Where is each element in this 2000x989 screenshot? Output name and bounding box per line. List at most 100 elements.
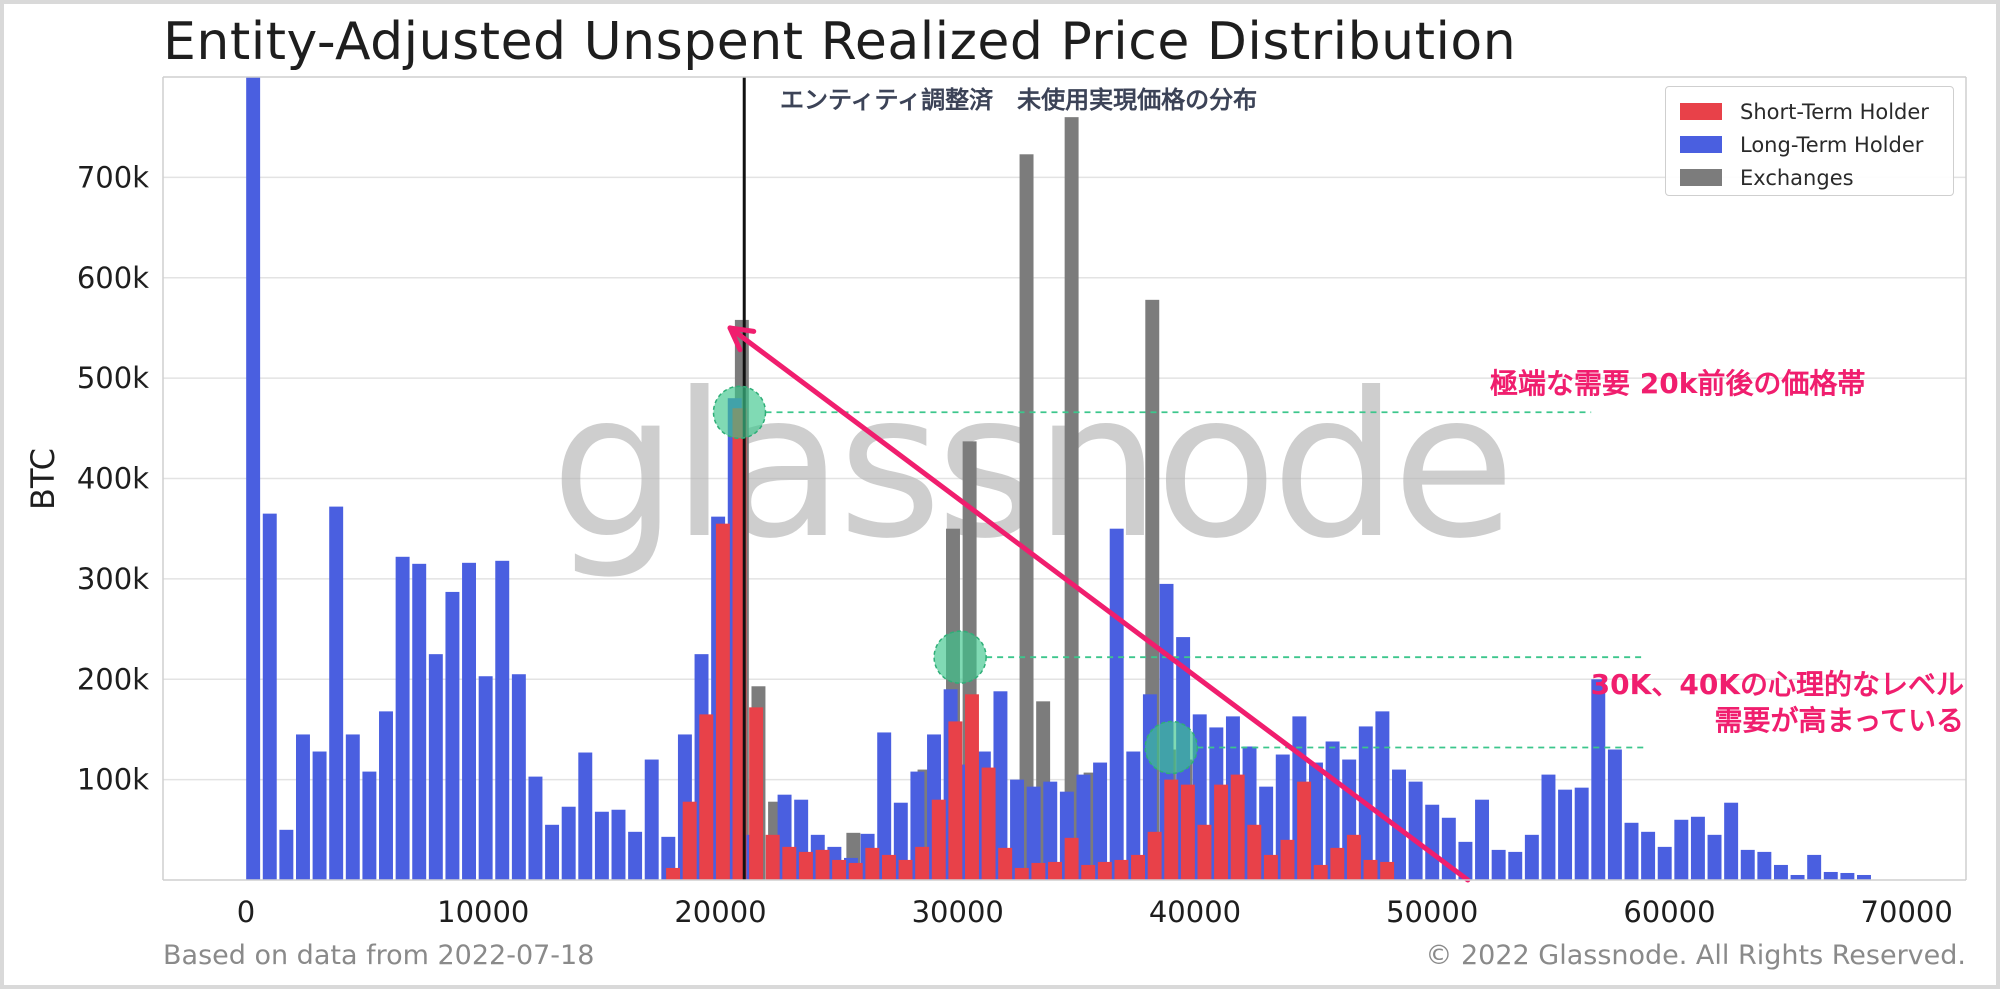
short-term-holder-bar bbox=[881, 854, 896, 880]
long-term-holder-bar bbox=[1690, 816, 1705, 880]
short-term-holder-bar bbox=[1380, 861, 1395, 880]
y-tick-label: 500k bbox=[77, 361, 149, 395]
long-term-holder-bar bbox=[1010, 779, 1025, 880]
short-term-holder-bar bbox=[1280, 839, 1295, 880]
long-term-holder-bar bbox=[1508, 851, 1523, 880]
x-tick-label: 50000 bbox=[1386, 895, 1478, 929]
legend-label-exchanges: Exchanges bbox=[1740, 165, 1854, 190]
short-term-holder-bar bbox=[1097, 861, 1112, 880]
short-term-holder-bar bbox=[715, 523, 730, 880]
long-term-holder-bar bbox=[1491, 849, 1506, 880]
long-term-holder-bar bbox=[1773, 864, 1788, 880]
long-term-holder-bar bbox=[1857, 874, 1871, 880]
long-term-holder-bar bbox=[1707, 834, 1722, 880]
annotation-extreme-demand-20k: 極端な需要 20k前後の価格帯 bbox=[1490, 367, 1866, 400]
long-term-holder-bar bbox=[1840, 872, 1855, 880]
long-term-holder-bar bbox=[1541, 774, 1556, 880]
legend-label-short-term-holder: Short-Term Holder bbox=[1740, 99, 1929, 124]
long-term-holder-bar bbox=[528, 776, 543, 880]
short-term-holder-bar bbox=[1263, 854, 1278, 880]
long-term-holder-bar bbox=[329, 506, 344, 880]
long-term-holder-bar bbox=[1093, 762, 1108, 880]
long-term-holder-bar bbox=[1591, 679, 1606, 880]
long-term-holder-bar bbox=[1126, 751, 1141, 880]
short-term-holder-bar bbox=[948, 721, 963, 880]
short-term-holder-bar bbox=[965, 694, 979, 880]
long-term-holder-bar bbox=[1790, 874, 1805, 880]
long-term-holder-bar bbox=[1574, 787, 1589, 880]
long-term-holder-bar bbox=[628, 831, 643, 880]
long-term-holder-bar bbox=[395, 556, 410, 880]
long-term-holder-bar bbox=[1823, 871, 1838, 880]
short-term-holder-bar bbox=[898, 859, 913, 880]
annotation-psych-line-1: 30K、40Kの心理的なレベル bbox=[1590, 668, 1964, 701]
long-term-holder-bar bbox=[511, 674, 526, 880]
short-term-holder-bar bbox=[1014, 867, 1029, 880]
subtitle-japanese: エンティティ調整済 未使用実現価格の分布 bbox=[780, 86, 1258, 114]
long-term-holder-bar bbox=[345, 734, 360, 880]
annotation-psychological-levels: 30K、40Kの心理的なレベル 需要が高まっている bbox=[1591, 667, 1964, 739]
axes-layer: 100k 200k 300k 400k 500k 600k 700k 0 10000 20000 3… bbox=[77, 76, 1967, 929]
legend-swatch-short-term-holder bbox=[1680, 103, 1722, 120]
long-term-holder-bar bbox=[412, 563, 427, 880]
trend-arrow-line bbox=[727, 325, 1471, 883]
long-term-holder-bar bbox=[578, 752, 593, 880]
short-term-holder-bar bbox=[832, 859, 847, 880]
short-term-holder-bar bbox=[1147, 831, 1162, 880]
short-term-holder-bar bbox=[1048, 861, 1062, 880]
short-term-holder-bar bbox=[666, 867, 681, 880]
short-term-holder-bar bbox=[998, 847, 1013, 880]
x-tick-label: 0 bbox=[237, 895, 255, 929]
short-term-holder-bar bbox=[1031, 862, 1046, 880]
short-term-holder-bar bbox=[1197, 824, 1212, 880]
short-term-holder-bar bbox=[1164, 779, 1179, 880]
short-term-holder-bar bbox=[1297, 781, 1312, 880]
short-term-holder-bar bbox=[865, 847, 880, 880]
short-term-holder-bar bbox=[1180, 784, 1195, 880]
long-term-holder-bar bbox=[1109, 528, 1124, 880]
long-term-holder-bar bbox=[312, 751, 327, 880]
short-term-holder-bar bbox=[915, 846, 930, 880]
y-tick-label: 700k bbox=[77, 160, 149, 194]
legend-item-short-term-holder: Short-Term Holder bbox=[1680, 95, 1943, 128]
long-term-holder-bar bbox=[1408, 781, 1423, 880]
short-term-holder-bar bbox=[682, 801, 697, 880]
long-term-holder-bar bbox=[1043, 781, 1058, 880]
long-term-holder-bar bbox=[1724, 802, 1739, 880]
long-term-holder-bar bbox=[1607, 749, 1622, 880]
long-term-holder-bar bbox=[1308, 762, 1323, 880]
long-term-holder-bar bbox=[1624, 822, 1639, 880]
demand-marker bbox=[1144, 720, 1199, 775]
x-tick-label: 20000 bbox=[674, 895, 766, 929]
long-term-holder-bar bbox=[478, 676, 493, 880]
short-term-holder-bar bbox=[1214, 784, 1229, 880]
short-term-holder-bar bbox=[1363, 859, 1378, 880]
y-tick-label: 400k bbox=[77, 462, 149, 496]
short-term-holder-bar bbox=[749, 707, 764, 880]
legend-swatch-exchanges bbox=[1680, 169, 1722, 186]
long-term-holder-bar bbox=[545, 824, 560, 880]
y-tick-label: 600k bbox=[77, 261, 149, 295]
exchanges-bar bbox=[1019, 154, 1034, 880]
legend-item-long-term-holder: Long-Term Holder bbox=[1680, 128, 1943, 161]
long-term-holder-bar bbox=[1740, 849, 1755, 880]
short-term-holder-bar bbox=[1330, 847, 1345, 880]
short-term-holder-bar bbox=[1247, 824, 1262, 880]
y-tick-label: 200k bbox=[77, 662, 149, 696]
long-term-holder-bar bbox=[462, 562, 477, 880]
long-term-holder-bar bbox=[561, 806, 576, 880]
y-axis-label: BTC bbox=[24, 448, 62, 510]
long-term-holder-bar bbox=[1026, 786, 1041, 880]
footer-data-date: Based on data from 2022-07-18 bbox=[163, 940, 595, 971]
annotation-overlay bbox=[712, 77, 1644, 883]
long-term-holder-bar bbox=[445, 591, 460, 880]
long-term-holder-bar bbox=[246, 77, 261, 880]
x-tick-label: 40000 bbox=[1149, 895, 1241, 929]
short-term-holder-bar bbox=[1064, 837, 1079, 880]
y-tick-label: 300k bbox=[77, 562, 149, 596]
short-term-holder-bar bbox=[1230, 774, 1245, 880]
long-term-holder-bar bbox=[1807, 854, 1822, 880]
long-term-holder-bar bbox=[1558, 789, 1573, 880]
